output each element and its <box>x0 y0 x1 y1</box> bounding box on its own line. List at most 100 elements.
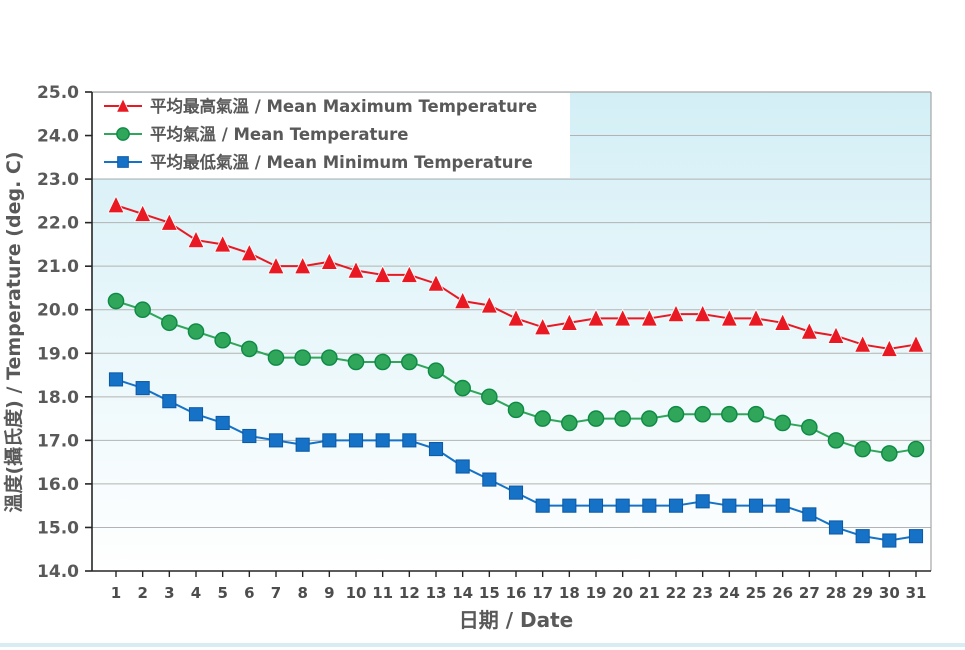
x-tick-label: 15 <box>479 584 500 602</box>
x-tick-label: 24 <box>719 584 740 602</box>
bottom-divider <box>0 643 965 647</box>
mean-temperature-marker <box>241 340 258 358</box>
mean-maximum-temperature-marker <box>240 243 258 262</box>
y-tick-label: 17.0 <box>37 431 79 451</box>
mean-temperature-marker <box>614 410 631 427</box>
mean-minimum-temperature-marker <box>722 498 737 513</box>
mean-minimum-temperature-marker <box>348 433 364 448</box>
x-tick-label: 17 <box>532 584 553 602</box>
x-axis-title: 日期 / Date <box>459 608 573 632</box>
mean-minimum-temperature-marker <box>615 498 630 513</box>
x-tick-label: 22 <box>666 584 687 602</box>
mean-maximum-temperature-marker <box>534 317 552 336</box>
x-tick-label: 16 <box>506 584 527 602</box>
mean-temperature-marker <box>161 314 178 332</box>
mean-temperature-marker <box>721 405 738 423</box>
mean-temperature-marker <box>641 410 658 427</box>
x-tick-label: 7 <box>271 584 281 602</box>
x-tick-label: 14 <box>452 584 473 602</box>
mean-minimum-temperature-marker <box>455 459 470 474</box>
mean-maximum-temperature-marker <box>560 312 578 331</box>
mean-temperature-marker <box>881 445 898 462</box>
mean-minimum-temperature-marker <box>748 498 764 513</box>
y-tick-label: 23.0 <box>37 170 79 190</box>
mean-temperature-marker <box>507 401 525 419</box>
mean-maximum-temperature-marker <box>694 304 712 323</box>
mean-temperature-marker <box>187 323 205 340</box>
mean-minimum-temperature-marker <box>242 428 257 444</box>
mean-minimum-temperature-marker <box>535 498 550 513</box>
mean-temperature-marker <box>134 301 151 319</box>
mean-maximum-temperature-marker <box>827 325 845 344</box>
mean-maximum-temperature-marker <box>720 308 738 327</box>
mean-minimum-temperature-marker <box>775 498 790 513</box>
mean-minimum-temperature-marker <box>882 533 897 548</box>
y-tick-label: 15.0 <box>37 518 79 538</box>
legend-mean-maximum-temperature-icon <box>115 97 131 113</box>
mean-minimum-temperature-marker <box>828 520 844 535</box>
mean-minimum-temperature-marker <box>402 433 417 448</box>
mean-maximum-temperature-marker <box>614 308 632 327</box>
mean-minimum-temperature-marker <box>295 437 310 452</box>
mean-temperature-marker <box>854 440 871 458</box>
x-tick-label: 6 <box>244 584 254 602</box>
mean-maximum-temperature-marker <box>374 265 392 283</box>
mean-minimum-temperature-marker <box>642 498 657 513</box>
y-tick-label: 24.0 <box>37 127 79 147</box>
mean-maximum-temperature-marker <box>747 308 765 327</box>
mean-maximum-temperature-marker <box>187 230 205 249</box>
mean-minimum-temperature-marker <box>322 433 337 448</box>
mean-temperature-marker <box>401 353 418 371</box>
mean-temperature-marker <box>454 379 471 397</box>
mean-temperature-marker <box>561 414 578 432</box>
mean-maximum-temperature-marker <box>347 260 365 279</box>
mean-minimum-temperature-marker <box>268 433 284 448</box>
x-tick-label: 12 <box>399 584 420 602</box>
legend-box <box>93 93 570 178</box>
mean-maximum-temperature-marker <box>400 265 418 283</box>
x-tick-label: 2 <box>137 584 147 602</box>
legend-mean-minimum-temperature-label: 平均最低氣溫 / Mean Minimum Temperature <box>150 152 533 172</box>
legend-mean-maximum-temperature-label: 平均最高氣溫 / Mean Maximum Temperature <box>150 96 537 116</box>
x-tick-label: 11 <box>372 584 393 602</box>
mean-maximum-temperature-marker <box>454 291 472 310</box>
x-tick-label: 25 <box>746 584 767 602</box>
mean-maximum-temperature-marker <box>774 312 792 331</box>
y-tick-label: 16.0 <box>37 475 79 495</box>
x-tick-label: 29 <box>852 584 873 602</box>
mean-maximum-temperature-marker <box>667 304 685 323</box>
x-tick-label: 28 <box>826 584 847 602</box>
mean-maximum-temperature-marker <box>907 334 925 353</box>
x-tick-label: 26 <box>772 584 793 602</box>
mean-minimum-temperature-marker <box>908 529 924 544</box>
y-tick-label: 25.0 <box>37 83 79 103</box>
mean-maximum-temperature-marker <box>880 339 898 357</box>
mean-maximum-temperature-marker <box>267 256 285 275</box>
mean-minimum-temperature-marker <box>588 498 604 513</box>
x-tick-label: 20 <box>612 584 633 602</box>
x-tick-label: 19 <box>586 584 607 602</box>
mean-minimum-temperature-marker <box>135 381 150 396</box>
mean-minimum-temperature-marker <box>428 442 444 457</box>
mean-minimum-temperature-marker <box>668 498 684 513</box>
mean-temperature-marker <box>587 410 605 427</box>
x-tick-label: 30 <box>879 584 900 602</box>
mean-maximum-temperature-marker <box>320 251 338 270</box>
mean-temperature-marker <box>774 414 791 432</box>
x-tick-label: 3 <box>164 584 174 602</box>
y-axis-title: 溫度(攝氏度) / Temperature (deg. C) <box>2 151 25 512</box>
mean-maximum-temperature-marker <box>214 234 232 253</box>
mean-maximum-temperature-marker <box>800 321 818 340</box>
mean-minimum-temperature-marker <box>162 394 177 409</box>
mean-temperature-marker <box>481 388 498 406</box>
mean-maximum-temperature-marker <box>294 256 312 275</box>
mean-temperature-marker <box>667 405 685 423</box>
x-tick-label: 31 <box>906 584 927 602</box>
mean-temperature-marker <box>907 440 925 458</box>
y-tick-label: 18.0 <box>37 388 79 408</box>
mean-temperature-marker <box>214 331 231 349</box>
mean-minimum-temperature-marker <box>508 485 524 500</box>
mean-minimum-temperature-marker <box>802 507 817 522</box>
x-tick-label: 27 <box>799 584 820 602</box>
mean-maximum-temperature-marker <box>160 212 178 231</box>
